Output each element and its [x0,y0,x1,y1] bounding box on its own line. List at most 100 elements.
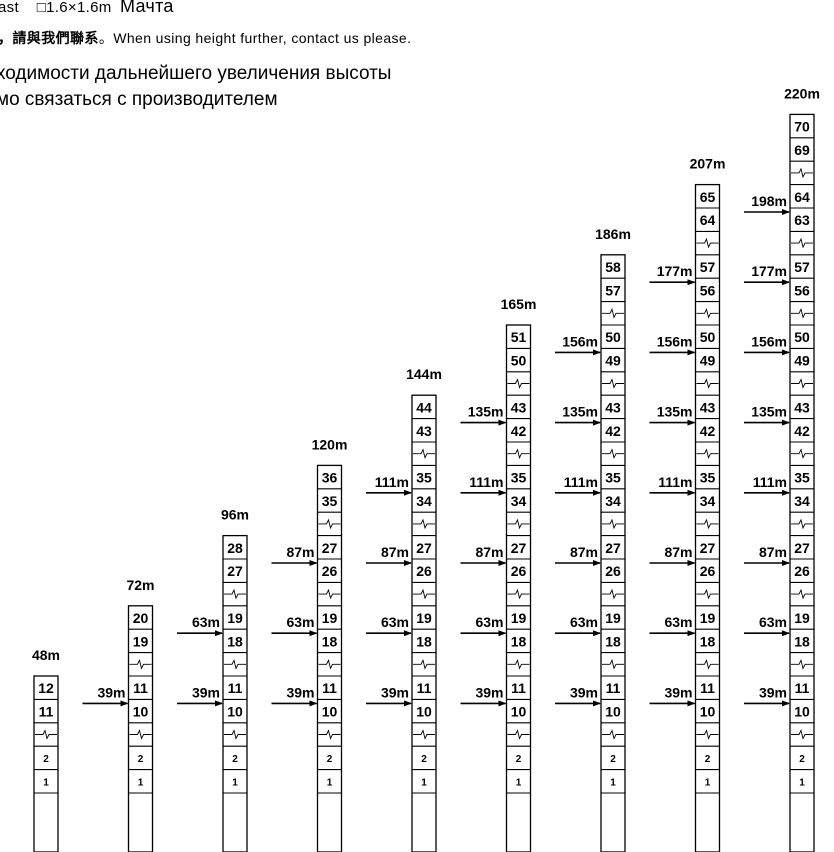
section-label: 19 [322,610,338,626]
section-label: 20 [133,610,149,626]
section-label: 27 [322,540,338,556]
break-symbol [507,729,530,740]
mast-outline [505,324,532,852]
mast-outline [694,183,721,852]
section-label: 10 [794,704,810,720]
break-symbol [507,588,530,600]
section-label: 1 [232,777,238,788]
section-label: 2 [232,754,238,765]
section-label: 27 [605,540,621,556]
tie-in-label: 39m [664,684,692,700]
break-symbol [791,588,813,600]
tie-in-label: 39m [286,684,314,700]
break-symbol [696,308,719,319]
contact-note-line: ，請與我們聯系。When using height further, conta… [0,28,411,48]
section-label: 10 [227,704,243,720]
mast-height-label: 165m [501,296,537,312]
section-label: 12 [38,680,54,696]
break-symbol [602,729,624,740]
break-symbol [696,378,719,389]
section-label: 1 [421,777,427,788]
break-symbol [318,518,341,530]
break-symbol [791,518,813,530]
break-symbol [696,729,719,740]
break-symbol [602,308,624,319]
tie-in-label: 63m [381,614,409,630]
contact-note-ru-2: мо связаться с производителем [0,89,278,110]
section-label: 10 [416,704,432,720]
contact-note-ru-1: ходимости дальнейшего увеличения высоты [0,63,392,84]
section-label: 35 [511,470,527,486]
mast-height-label: 120m [312,436,348,452]
section-label: 2 [705,754,711,765]
mast-spec-prefix: ast [0,0,19,16]
section-label: 2 [421,754,427,765]
tie-in-label: 87m [381,544,409,560]
break-symbol [791,448,813,459]
tie-in-label: 135m [657,404,693,420]
section-label: 19 [133,633,149,649]
mast-2: 20 19 11 10 2 1 72m 39m [82,577,155,852]
section-label: 35 [700,470,716,486]
section-label: 26 [416,563,432,579]
mast-section-size: □1.6×1.6m [36,0,112,16]
section-label: 10 [322,704,338,720]
section-label: 64 [794,189,810,205]
tie-in-label: 135m [468,404,504,420]
tie-in-label: 87m [759,544,787,560]
mast-outline [600,254,626,852]
section-label: 34 [700,493,716,509]
section-label: 2 [327,754,333,765]
tie-in-label: 177m [751,263,787,279]
section-label: 34 [605,493,621,509]
section-label: 43 [700,399,716,415]
section-label: 2 [516,754,522,765]
section-label: 19 [511,610,527,626]
break-symbol [224,659,246,670]
section-label: 1 [705,777,711,788]
contact-note-cn: ，請與我們聯系 [0,31,99,47]
mast-6: 51 50 43 42 35 34 27 26 19 18 11 10 2 1 165m 135m 111m 87… [460,296,537,852]
tie-in-label: 39m [570,684,598,700]
tie-in-label: 39m [192,684,220,700]
section-label: 27 [416,540,432,556]
break-symbol [791,729,813,740]
tie-in-label: 39m [97,684,125,700]
tie-in-label: 63m [664,614,692,630]
section-label: 26 [605,563,621,579]
section-label: 11 [322,680,337,696]
tie-in-label: 87m [286,544,314,560]
section-label: 26 [511,563,527,579]
tie-in-label: 39m [759,684,787,700]
section-label: 18 [322,633,338,649]
section-label: 27 [227,563,243,579]
break-symbol [696,588,719,600]
break-symbol [318,588,341,600]
section-label: 26 [794,563,810,579]
break-symbol [129,729,152,740]
section-label: 19 [794,610,810,626]
section-label: 64 [700,212,716,228]
mast-height-label: 220m [784,85,820,101]
section-label: 26 [322,563,338,579]
section-label: 35 [322,493,338,509]
break-symbol [507,659,530,670]
break-symbol [791,167,813,179]
section-label: 56 [794,282,810,298]
section-label: 11 [417,680,432,696]
break-symbol [791,659,813,670]
section-label: 18 [700,633,716,649]
section-label: 42 [511,423,527,439]
break-symbol [129,659,152,670]
tie-in-label: 39m [475,684,503,700]
section-label: 43 [794,399,810,415]
mast-1: 12 11 2 1 48m [32,647,60,852]
mast-outline [411,394,437,852]
tie-in-label: 87m [664,544,692,560]
tie-in-label: 63m [192,614,220,630]
tie-in-label: 156m [562,333,598,349]
mast-outline [33,675,59,852]
section-label: 2 [138,754,144,765]
section-label: 11 [228,680,243,696]
